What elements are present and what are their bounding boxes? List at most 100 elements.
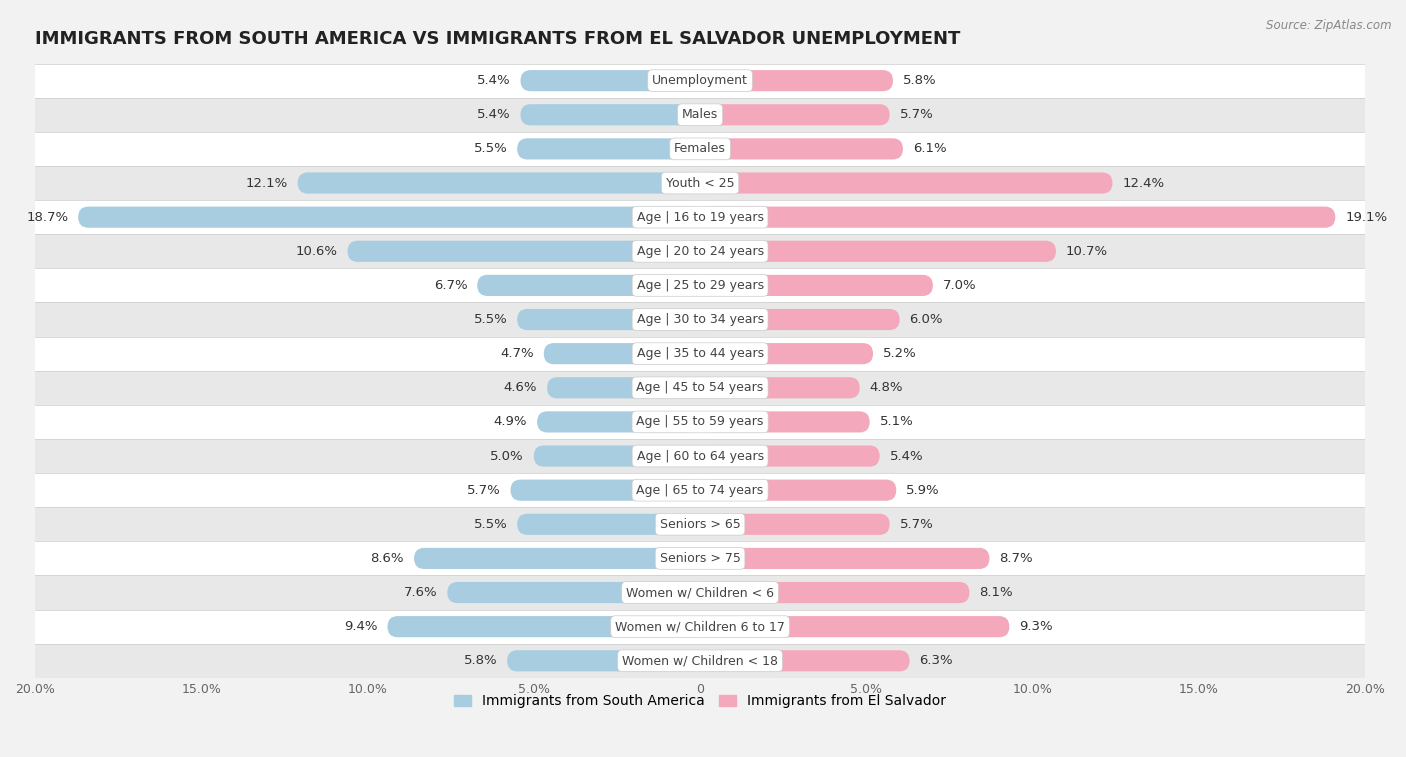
Bar — [35, 643, 1365, 678]
Text: 10.6%: 10.6% — [295, 245, 337, 258]
FancyBboxPatch shape — [700, 616, 1010, 637]
Bar — [35, 405, 1365, 439]
FancyBboxPatch shape — [510, 480, 700, 500]
FancyBboxPatch shape — [537, 411, 700, 432]
Text: Age | 65 to 74 years: Age | 65 to 74 years — [637, 484, 763, 497]
Text: 8.7%: 8.7% — [1000, 552, 1033, 565]
Text: Seniors > 75: Seniors > 75 — [659, 552, 741, 565]
FancyBboxPatch shape — [517, 309, 700, 330]
FancyBboxPatch shape — [700, 548, 990, 569]
Text: 5.7%: 5.7% — [467, 484, 501, 497]
Bar — [35, 541, 1365, 575]
Text: 4.7%: 4.7% — [501, 347, 534, 360]
Text: Age | 20 to 24 years: Age | 20 to 24 years — [637, 245, 763, 258]
Text: 6.1%: 6.1% — [912, 142, 946, 155]
FancyBboxPatch shape — [508, 650, 700, 671]
Text: 4.9%: 4.9% — [494, 416, 527, 428]
Text: 5.5%: 5.5% — [474, 518, 508, 531]
Text: Females: Females — [673, 142, 725, 155]
Text: 18.7%: 18.7% — [27, 210, 69, 223]
FancyBboxPatch shape — [700, 275, 932, 296]
FancyBboxPatch shape — [700, 343, 873, 364]
Bar — [35, 98, 1365, 132]
Text: 9.4%: 9.4% — [344, 620, 377, 633]
FancyBboxPatch shape — [477, 275, 700, 296]
FancyBboxPatch shape — [700, 207, 1336, 228]
Text: Unemployment: Unemployment — [652, 74, 748, 87]
FancyBboxPatch shape — [700, 309, 900, 330]
Text: 5.1%: 5.1% — [880, 416, 914, 428]
FancyBboxPatch shape — [547, 377, 700, 398]
FancyBboxPatch shape — [544, 343, 700, 364]
FancyBboxPatch shape — [700, 582, 970, 603]
Text: 5.5%: 5.5% — [474, 142, 508, 155]
Bar — [35, 200, 1365, 234]
FancyBboxPatch shape — [700, 241, 1056, 262]
FancyBboxPatch shape — [700, 377, 859, 398]
Text: 5.7%: 5.7% — [900, 108, 934, 121]
FancyBboxPatch shape — [534, 445, 700, 466]
Text: 12.1%: 12.1% — [246, 176, 288, 189]
Bar — [35, 609, 1365, 643]
FancyBboxPatch shape — [700, 70, 893, 92]
Text: 6.7%: 6.7% — [433, 279, 467, 292]
Text: 12.4%: 12.4% — [1122, 176, 1164, 189]
Text: 5.2%: 5.2% — [883, 347, 917, 360]
Legend: Immigrants from South America, Immigrants from El Salvador: Immigrants from South America, Immigrant… — [449, 689, 952, 714]
Text: Age | 30 to 34 years: Age | 30 to 34 years — [637, 313, 763, 326]
Bar — [35, 439, 1365, 473]
FancyBboxPatch shape — [520, 104, 700, 126]
Text: Source: ZipAtlas.com: Source: ZipAtlas.com — [1267, 19, 1392, 32]
Text: Age | 35 to 44 years: Age | 35 to 44 years — [637, 347, 763, 360]
Text: 7.6%: 7.6% — [404, 586, 437, 599]
FancyBboxPatch shape — [700, 411, 870, 432]
FancyBboxPatch shape — [298, 173, 700, 194]
Text: 5.8%: 5.8% — [903, 74, 936, 87]
Text: Age | 55 to 59 years: Age | 55 to 59 years — [637, 416, 763, 428]
Text: 6.3%: 6.3% — [920, 654, 953, 668]
Text: 5.4%: 5.4% — [890, 450, 924, 463]
Text: Age | 16 to 19 years: Age | 16 to 19 years — [637, 210, 763, 223]
Text: Age | 60 to 64 years: Age | 60 to 64 years — [637, 450, 763, 463]
FancyBboxPatch shape — [79, 207, 700, 228]
Text: 7.0%: 7.0% — [943, 279, 977, 292]
Text: Women w/ Children < 6: Women w/ Children < 6 — [626, 586, 775, 599]
Text: Youth < 25: Youth < 25 — [666, 176, 734, 189]
FancyBboxPatch shape — [447, 582, 700, 603]
Text: IMMIGRANTS FROM SOUTH AMERICA VS IMMIGRANTS FROM EL SALVADOR UNEMPLOYMENT: IMMIGRANTS FROM SOUTH AMERICA VS IMMIGRA… — [35, 30, 960, 48]
Text: 5.0%: 5.0% — [491, 450, 524, 463]
Text: Women w/ Children 6 to 17: Women w/ Children 6 to 17 — [616, 620, 785, 633]
Bar — [35, 234, 1365, 268]
Text: 8.6%: 8.6% — [371, 552, 404, 565]
Text: 19.1%: 19.1% — [1346, 210, 1388, 223]
Bar — [35, 473, 1365, 507]
Text: Age | 25 to 29 years: Age | 25 to 29 years — [637, 279, 763, 292]
Text: 4.8%: 4.8% — [870, 382, 903, 394]
FancyBboxPatch shape — [388, 616, 700, 637]
Bar — [35, 303, 1365, 337]
Text: Seniors > 65: Seniors > 65 — [659, 518, 741, 531]
Text: 5.4%: 5.4% — [477, 74, 510, 87]
FancyBboxPatch shape — [520, 70, 700, 92]
Text: 5.4%: 5.4% — [477, 108, 510, 121]
Text: 4.6%: 4.6% — [503, 382, 537, 394]
Bar — [35, 166, 1365, 200]
Bar — [35, 132, 1365, 166]
Text: 5.9%: 5.9% — [907, 484, 939, 497]
FancyBboxPatch shape — [347, 241, 700, 262]
FancyBboxPatch shape — [700, 104, 890, 126]
Text: 6.0%: 6.0% — [910, 313, 943, 326]
FancyBboxPatch shape — [700, 514, 890, 535]
FancyBboxPatch shape — [517, 514, 700, 535]
Bar — [35, 64, 1365, 98]
FancyBboxPatch shape — [700, 445, 880, 466]
Text: 10.7%: 10.7% — [1066, 245, 1108, 258]
Text: 8.1%: 8.1% — [980, 586, 1014, 599]
Text: 5.7%: 5.7% — [900, 518, 934, 531]
Bar — [35, 575, 1365, 609]
Text: 5.8%: 5.8% — [464, 654, 498, 668]
Text: 9.3%: 9.3% — [1019, 620, 1053, 633]
FancyBboxPatch shape — [700, 173, 1112, 194]
Bar — [35, 268, 1365, 303]
FancyBboxPatch shape — [517, 139, 700, 160]
